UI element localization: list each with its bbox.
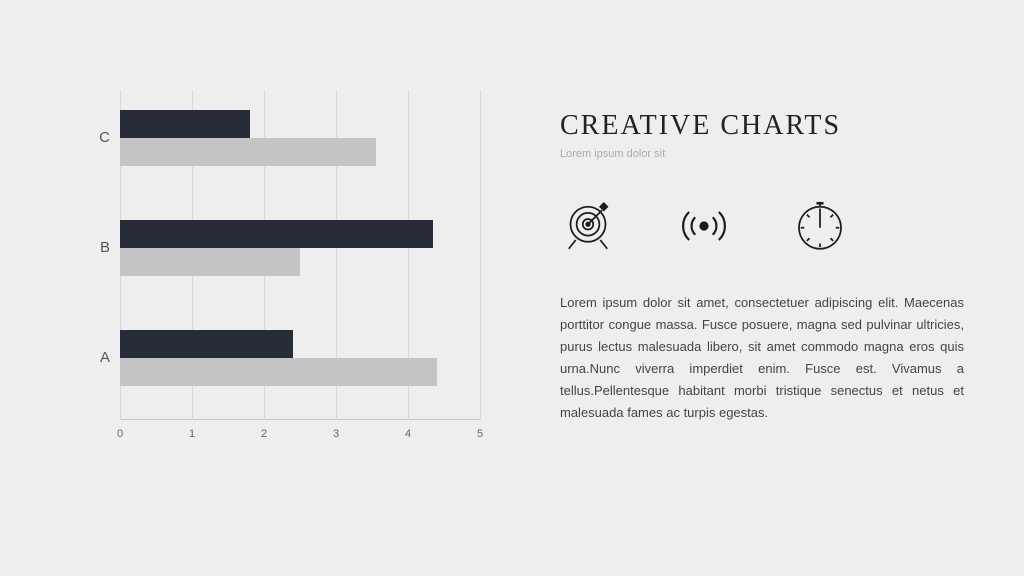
chart-bar xyxy=(120,248,300,276)
signal-icon xyxy=(676,198,732,254)
body-text: Lorem ipsum dolor sit amet, consectetuer… xyxy=(560,292,964,425)
slide: 0 1 2 3 4 5 C B A CREATIVE CHARTS Lorem ipsum d… xyxy=(0,0,1024,576)
chart-x-tick: 2 xyxy=(261,428,267,440)
chart-x-tick: 3 xyxy=(333,428,339,440)
chart-bar xyxy=(120,110,250,138)
chart-x-tick: 4 xyxy=(405,428,411,440)
chart-bar xyxy=(120,138,376,166)
chart-x-tick: 5 xyxy=(477,428,483,440)
chart-category-label: B xyxy=(80,239,110,256)
chart-x-tick: 1 xyxy=(189,428,195,440)
page-title: CREATIVE CHARTS xyxy=(560,110,964,142)
chart-plot-area xyxy=(120,90,480,420)
chart-gridline xyxy=(480,90,481,420)
content-panel: CREATIVE CHARTS Lorem ipsum dolor sit xyxy=(530,0,1024,576)
chart-bar xyxy=(120,330,293,358)
chart-category-label: C xyxy=(80,129,110,146)
stopwatch-icon xyxy=(792,198,848,254)
chart-x-axis: 0 1 2 3 4 5 xyxy=(120,428,480,448)
target-icon xyxy=(560,198,616,254)
grouped-bar-chart: 0 1 2 3 4 5 C B A xyxy=(80,90,480,450)
page-subtitle: Lorem ipsum dolor sit xyxy=(560,148,964,160)
chart-bar xyxy=(120,358,437,386)
chart-x-tick: 0 xyxy=(117,428,123,440)
chart-baseline xyxy=(120,419,480,420)
icon-row xyxy=(560,198,964,254)
chart-panel: 0 1 2 3 4 5 C B A xyxy=(0,0,530,576)
chart-bar xyxy=(120,220,433,248)
chart-category-label: A xyxy=(80,349,110,366)
